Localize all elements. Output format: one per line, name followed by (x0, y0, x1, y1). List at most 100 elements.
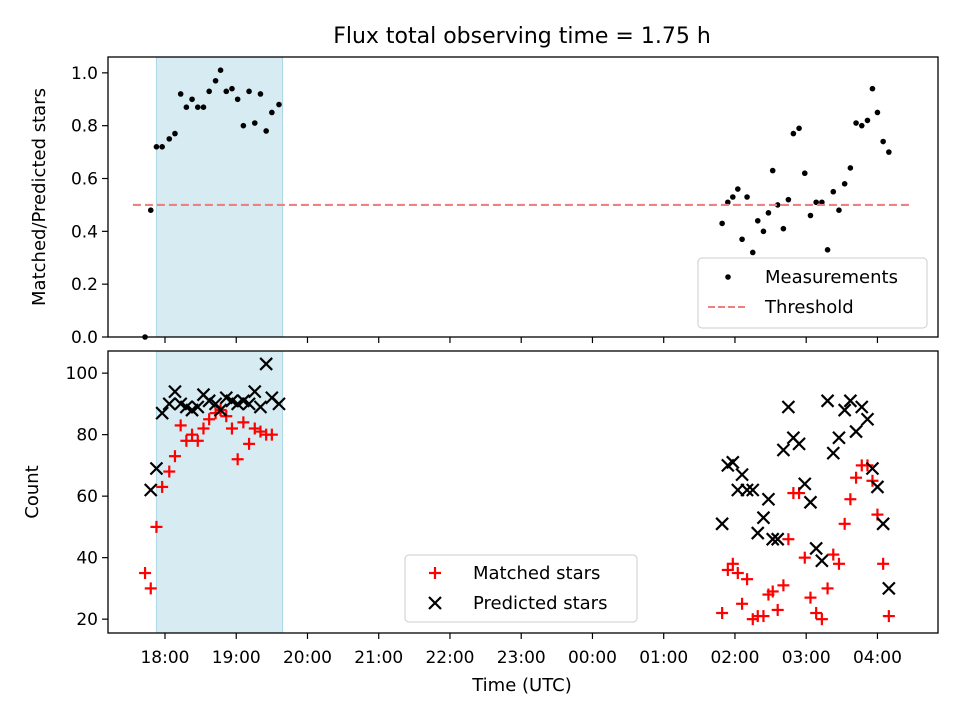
top-highlight-band (155, 56, 284, 338)
predicted-star-point (854, 400, 869, 414)
predicted-star-point (803, 495, 818, 510)
matched-star-point (203, 413, 216, 426)
measurement-point (807, 212, 814, 219)
top-legend: Measurements Threshold (697, 257, 928, 329)
predicted-star-point (792, 437, 806, 451)
predicted-star-point (756, 510, 771, 525)
predicted-star-point (865, 461, 880, 476)
matched-star-point (231, 453, 244, 466)
legend-matched-marker (429, 567, 441, 579)
measurement-point (769, 167, 776, 174)
top-y-axis-label: Matched/Predicted stars (29, 88, 50, 306)
measurement-point (774, 202, 781, 208)
measurement-point (269, 109, 275, 116)
predicted-star-point (272, 397, 286, 411)
xtick-label: 04:00 (853, 648, 902, 668)
measurement-point (153, 144, 160, 150)
measurement-point (240, 122, 247, 129)
measurement-point (276, 101, 282, 108)
bot-ytick-label: 100 (66, 364, 98, 384)
predicted-star-point (155, 406, 169, 420)
measurement-point (836, 207, 842, 214)
measurement-point (790, 130, 797, 137)
matched-star-point (156, 480, 169, 493)
predicted-star-point (149, 461, 164, 476)
measurement-point (735, 186, 741, 192)
matched-star-point (771, 603, 784, 616)
predicted-star-point (213, 403, 228, 417)
legend-predicted-label: Predicted stars (473, 593, 607, 614)
xtick-label: 23:00 (497, 648, 546, 668)
measurement-point (780, 225, 787, 232)
predicted-star-point (876, 517, 890, 531)
matched-star-point (827, 548, 840, 561)
predicted-star-point (247, 384, 262, 399)
measurement-point (189, 96, 195, 103)
top-ytick-label: 0.4 (71, 222, 98, 242)
matched-star-point (777, 579, 790, 592)
xtick-label: 21:00 (354, 648, 403, 668)
measurement-point (725, 199, 731, 206)
predicted-star-point (809, 541, 823, 556)
predicted-star-point (259, 357, 273, 371)
bot-ytick-label: 80 (76, 426, 98, 446)
matched-star-point (838, 517, 851, 530)
matched-star-point (186, 428, 199, 441)
predicted-star-point (143, 483, 158, 497)
predicted-star-point (715, 517, 729, 531)
legend-threshold-label: Threshold (764, 297, 854, 318)
measurement-point (147, 207, 154, 214)
predicted-star-point (735, 467, 749, 482)
legend-measurements-label: Measurements (765, 267, 898, 288)
measurement-point (719, 220, 725, 227)
measurement-point (880, 138, 886, 145)
xtick-label: 18:00 (140, 648, 189, 668)
measurement-point (824, 247, 831, 253)
predicted-star-point (882, 581, 896, 596)
measurement-point (754, 217, 761, 224)
measurement-point (234, 96, 241, 103)
matched-star-point (726, 557, 739, 570)
matched-star-point (237, 416, 250, 429)
matched-star-point (832, 557, 845, 570)
predicted-star-point (745, 483, 760, 497)
measurement-point (229, 85, 235, 92)
x-axis-label: Time (UTC) (471, 675, 572, 696)
legend-measurements-marker (725, 274, 731, 280)
bottom-y-axis-label: Count (22, 465, 43, 518)
xtick-label: 22:00 (425, 648, 474, 668)
measurement-point (765, 210, 772, 216)
predicted-star-point (740, 483, 754, 497)
measurement-point (830, 188, 837, 195)
bottom-x-ticks: 18:00 19:00 20:00 21:00 22:00 23:00 00:00 01:00… (140, 633, 902, 668)
predicted-star-point (776, 443, 791, 457)
measurement-point (206, 88, 212, 95)
predicted-star-point (726, 455, 740, 470)
top-ytick-label: 0.6 (71, 170, 98, 190)
measurement-point (847, 165, 854, 171)
measurement-point (874, 109, 881, 116)
measurement-point (159, 144, 165, 150)
matched-star-point (197, 422, 210, 435)
measurement-point (864, 117, 871, 124)
matched-star-point (144, 582, 157, 595)
predicted-star-point (826, 446, 841, 460)
bottom-y-ticks: 20 40 60 80 100 (66, 364, 108, 630)
matched-star-point (861, 459, 874, 472)
matched-star-point (168, 450, 181, 463)
measurement-point (251, 120, 258, 126)
measurement-point (749, 249, 756, 256)
predicted-star-point (761, 492, 776, 507)
xtick-label: 20:00 (283, 648, 332, 668)
measurement-point (257, 91, 264, 97)
measurement-point (212, 77, 219, 84)
predicted-star-point (781, 400, 796, 414)
matched-star-point (716, 607, 729, 620)
measurement-point (744, 194, 750, 200)
xtick-label: 00:00 (568, 648, 617, 668)
predicted-star-point (253, 400, 268, 414)
measurement-point (730, 194, 736, 200)
predicted-star-point (168, 384, 182, 399)
top-x-ticks (164, 337, 879, 343)
